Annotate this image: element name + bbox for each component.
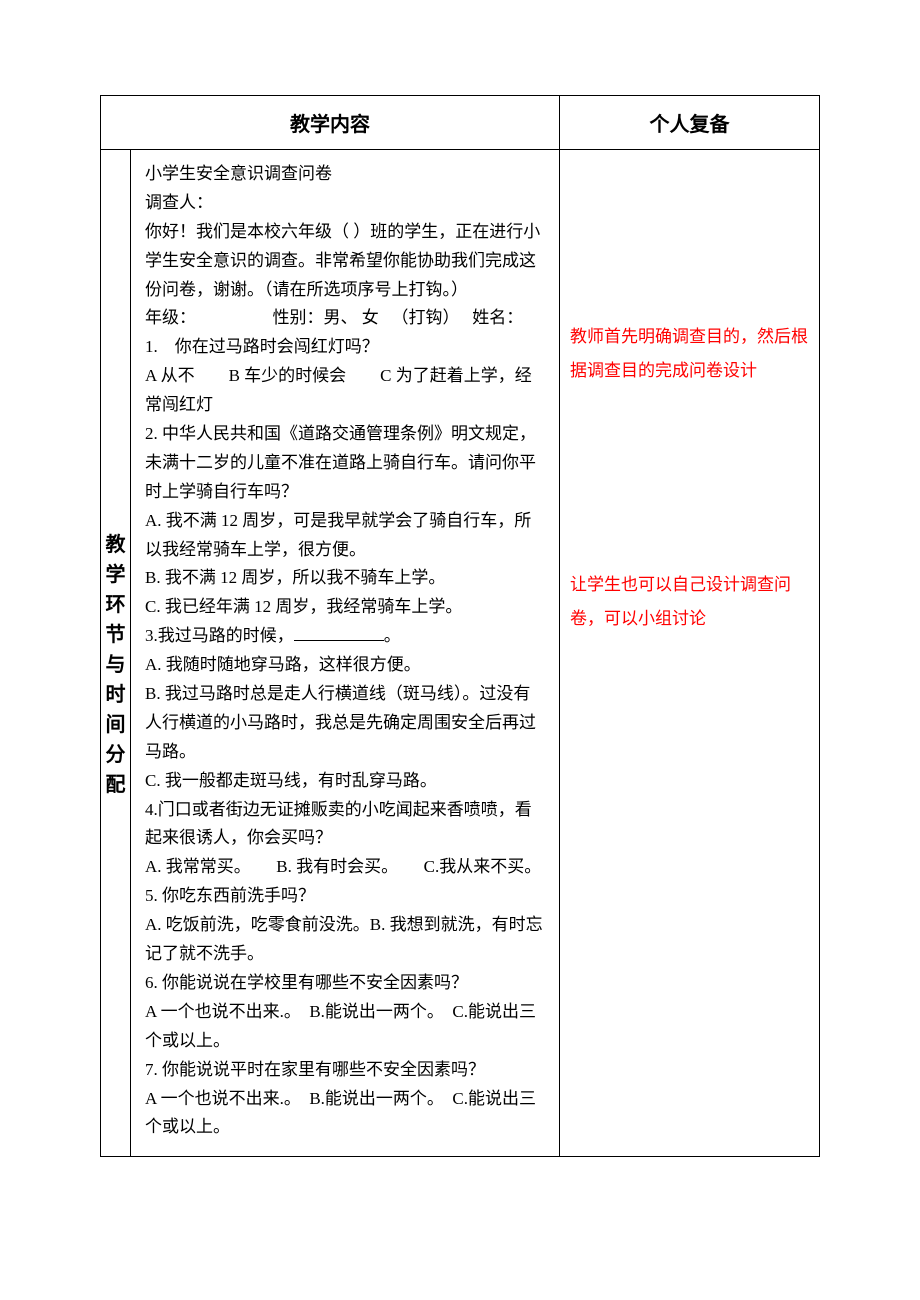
q2-a: A. 我不满 12 周岁，可是我早就学会了骑自行车，所以我经常骑车上学，很方便。 [145,507,545,565]
note-1: 教师首先明确调查目的，然后根据调查目的完成问卷设计 [570,320,809,388]
q2-c: C. 我已经年满 12 周岁，我经常骑车上学。 [145,593,545,622]
q3-b: B. 我过马路时总是走人行横道线（斑马线）。过没有人行横道的小马路时，我总是先确… [145,680,545,767]
intro: 你好！我们是本校六年级（ ）班的学生，正在进行小学生安全意识的调查。非常希望你能… [145,218,545,305]
q5: 5. 你吃东西前洗手吗？ [145,882,545,911]
q4: 4.门口或者街边无证摊贩卖的小吃闻起来香喷喷，看起来很诱人，你会买吗？ [145,796,545,854]
q2-b: B. 我不满 12 周岁，所以我不骑车上学。 [145,564,545,593]
page: 教学内容 个人复备 教学环节与时间分配 小学生安全意识调查问卷 调查人： 你好！… [0,0,920,1217]
header-row: 教学内容 个人复备 [101,96,820,150]
header-content: 教学内容 [101,96,560,150]
q2: 2. 中华人民共和国《道路交通管理条例》明文规定，未满十二岁的儿童不准在道路上骑… [145,420,545,507]
sidebar-label: 教学环节与时间分配 [101,150,131,1157]
q3-prefix: 3.我过马路的时候， [145,626,294,645]
survey-title: 小学生安全意识调查问卷 [145,160,545,189]
body-row: 教学环节与时间分配 小学生安全意识调查问卷 调查人： 你好！我们是本校六年级（ … [101,150,820,1157]
q7: 7. 你能说说平时在家里有哪些不安全因素吗？ [145,1056,545,1085]
q1-options: A 从不 B 车少的时候会 C 为了赶着上学，经常闯红灯 [145,362,545,420]
q3-a: A. 我随时随地穿马路，这样很方便。 [145,651,545,680]
q3: 3.我过马路的时候， 。 [145,622,545,651]
q1: 1. 你在过马路时会闯红灯吗？ [145,333,545,362]
note-2: 让学生也可以自己设计调查问卷，可以小组讨论 [570,568,809,636]
lesson-table: 教学内容 个人复备 教学环节与时间分配 小学生安全意识调查问卷 调查人： 你好！… [100,95,820,1157]
greeting: 调查人： [145,189,545,218]
q3-blank [294,623,384,641]
personal-notes-cell: 教师首先明确调查目的，然后根据调查目的完成问卷设计 让学生也可以自己设计调查问卷… [560,150,820,1157]
q3-c: C. 我一般都走斑马线，有时乱穿马路。 [145,767,545,796]
teaching-content-cell: 小学生安全意识调查问卷 调查人： 你好！我们是本校六年级（ ）班的学生，正在进行… [131,150,560,1157]
q5-options: A. 吃饭前洗，吃零食前没洗。B. 我想到就洗，有时忘记了就不洗手。 [145,911,545,969]
q4-options: A. 我常常买。 B. 我有时会买。 C.我从来不买。 [145,853,545,882]
q7-options: A 一个也说不出来.。 B.能说出一两个。 C.能说出三个或以上。 [145,1085,545,1143]
q6-options: A 一个也说不出来.。 B.能说出一两个。 C.能说出三个或以上。 [145,998,545,1056]
header-notes: 个人复备 [560,96,820,150]
q3-suffix: 。 [384,626,401,645]
demographics: 年级： 性别：男、 女 （打钩） 姓名： [145,304,545,333]
q6: 6. 你能说说在学校里有哪些不安全因素吗？ [145,969,545,998]
